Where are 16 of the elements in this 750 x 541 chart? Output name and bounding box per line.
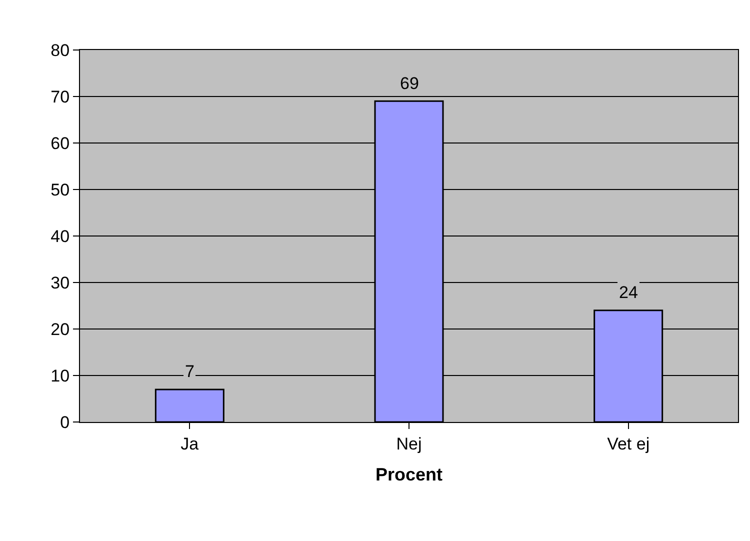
- x-tick-label: Vet ej: [607, 434, 650, 454]
- y-tick-label: 20: [50, 320, 70, 339]
- y-tick-label: 60: [50, 134, 70, 153]
- y-tick-label: 50: [50, 180, 70, 200]
- x-tick-label: Nej: [396, 434, 422, 454]
- data-label: 24: [619, 283, 638, 302]
- y-tick-label: 70: [50, 87, 70, 106]
- x-axis-title: Procent: [375, 464, 443, 484]
- y-tick-label: 0: [60, 412, 70, 432]
- x-tick-label: Ja: [180, 434, 200, 454]
- y-tick-label: 10: [50, 366, 70, 386]
- y-tick-label: 80: [50, 40, 70, 60]
- data-label: 7: [185, 362, 194, 381]
- data-label: 69: [400, 74, 419, 93]
- y-tick-label: 40: [50, 226, 70, 246]
- y-tick-label: 30: [50, 273, 70, 292]
